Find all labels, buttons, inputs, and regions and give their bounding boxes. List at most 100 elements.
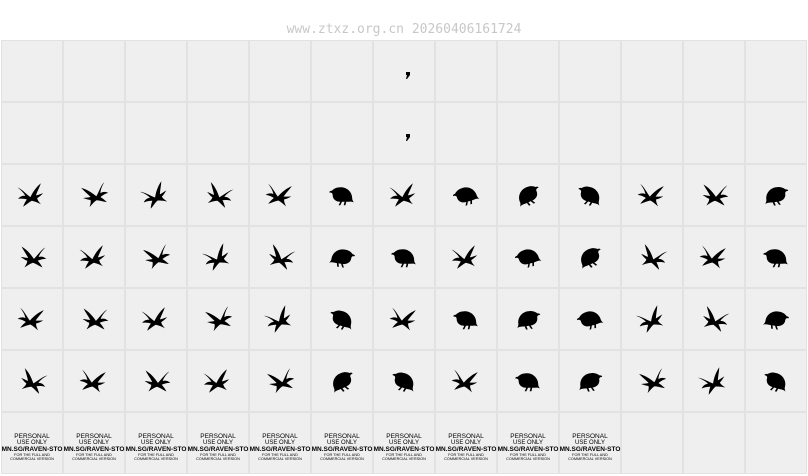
license-notice: COMMERCIAL VERSION	[444, 457, 488, 461]
glyph-cell	[621, 350, 683, 412]
glyph-cell	[373, 40, 435, 102]
cell-bg	[435, 102, 497, 164]
cell-bg	[497, 40, 559, 102]
license-notice: COMMERCIAL VERSION	[506, 457, 550, 461]
license-notice: USE ONLY	[327, 440, 357, 446]
glyph-cell	[63, 40, 125, 102]
license-notice: FOR THE FULL AND	[14, 453, 50, 457]
glyph-cell	[311, 102, 373, 164]
license-notice: FOR THE FULL AND	[572, 453, 608, 457]
cell-bg	[559, 412, 621, 474]
license-notice: MN.SG/RAVEN-STO	[250, 446, 311, 453]
cell-bg	[249, 412, 311, 474]
glyph-cell	[1, 40, 63, 102]
license-notice: COMMERCIAL VERSION	[10, 457, 54, 461]
cell-bg	[745, 40, 807, 102]
glyph-cell	[559, 102, 621, 164]
glyph-cell	[125, 102, 187, 164]
license-notice: USE ONLY	[451, 440, 481, 446]
glyph-cell	[435, 164, 497, 226]
glyph-cell	[249, 164, 311, 226]
cell-bg	[1, 102, 63, 164]
license-notice: FOR THE FULL AND	[386, 453, 422, 457]
glyph-cell	[621, 288, 683, 350]
glyph-cell	[249, 102, 311, 164]
glyph-cell	[745, 288, 807, 350]
glyph-cell	[311, 226, 373, 288]
glyph-cell	[311, 40, 373, 102]
glyph-cell	[497, 226, 559, 288]
license-notice: PERSONAL	[386, 433, 422, 440]
license-notice: PERSONAL	[510, 433, 546, 440]
comma-glyph	[406, 134, 410, 141]
glyph-cell	[187, 350, 249, 412]
license-notice: PERSONAL	[572, 433, 608, 440]
cell-bg	[249, 40, 311, 102]
license-notice: FOR THE FULL AND	[510, 453, 546, 457]
glyph-cell	[187, 164, 249, 226]
cell-bg	[187, 412, 249, 474]
glyph-cell	[745, 102, 807, 164]
license-notice: COMMERCIAL VERSION	[258, 457, 302, 461]
license-notice: USE ONLY	[265, 440, 295, 446]
glyph-cell	[249, 226, 311, 288]
license-notice: USE ONLY	[513, 440, 543, 446]
cell-bg	[745, 412, 807, 474]
cell-bg	[683, 226, 745, 288]
glyph-cell	[63, 350, 125, 412]
glyph-cell	[125, 40, 187, 102]
glyph-cell	[497, 350, 559, 412]
license-notice: COMMERCIAL VERSION	[134, 457, 178, 461]
cell-bg	[559, 102, 621, 164]
license-notice: PERSONAL	[138, 433, 174, 440]
glyph-cell	[187, 288, 249, 350]
license-notice: MN.SG/RAVEN-STO	[560, 446, 621, 453]
cell-bg	[373, 102, 435, 164]
glyph-cell	[435, 288, 497, 350]
license-notice: MN.SG/RAVEN-STO	[2, 446, 63, 453]
license-notice: PERSONAL	[324, 433, 360, 440]
cell-bg	[497, 412, 559, 474]
cell-bg	[125, 412, 187, 474]
glyph-cell	[683, 102, 745, 164]
glyph-cell	[559, 164, 621, 226]
glyph-cell	[435, 350, 497, 412]
glyph-cell	[683, 412, 745, 474]
license-notice: MN.SG/RAVEN-STO	[64, 446, 125, 453]
glyph-cell	[683, 226, 745, 288]
cell-bg	[311, 412, 373, 474]
license-notice: PERSONAL	[448, 433, 484, 440]
license-notice: USE ONLY	[17, 440, 47, 446]
glyph-cell	[373, 350, 435, 412]
glyph-cell	[1, 102, 63, 164]
cell-bg	[311, 350, 373, 412]
glyph-cell	[435, 40, 497, 102]
cell-bg	[435, 412, 497, 474]
cell-bg	[621, 412, 683, 474]
cell-bg	[683, 412, 745, 474]
cell-bg	[125, 102, 187, 164]
license-notice: FOR THE FULL AND	[262, 453, 298, 457]
cell-bg	[559, 40, 621, 102]
license-notice: PERSONAL	[76, 433, 112, 440]
license-notice: PERSONAL	[262, 433, 298, 440]
glyph-cell	[683, 288, 745, 350]
glyph-cell	[683, 350, 745, 412]
glyph-cell	[125, 288, 187, 350]
license-notice: USE ONLY	[203, 440, 233, 446]
glyph-cell	[559, 350, 621, 412]
glyph-cell	[1, 350, 63, 412]
glyph-cell	[1, 226, 63, 288]
glyph-cell	[745, 226, 807, 288]
license-notice: FOR THE FULL AND	[76, 453, 112, 457]
license-notice: MN.SG/RAVEN-STO	[312, 446, 373, 453]
glyph-cell	[125, 350, 187, 412]
glyph-cell	[187, 102, 249, 164]
license-notice: PERSONAL	[200, 433, 236, 440]
license-notice: MN.SG/RAVEN-STO	[374, 446, 435, 453]
